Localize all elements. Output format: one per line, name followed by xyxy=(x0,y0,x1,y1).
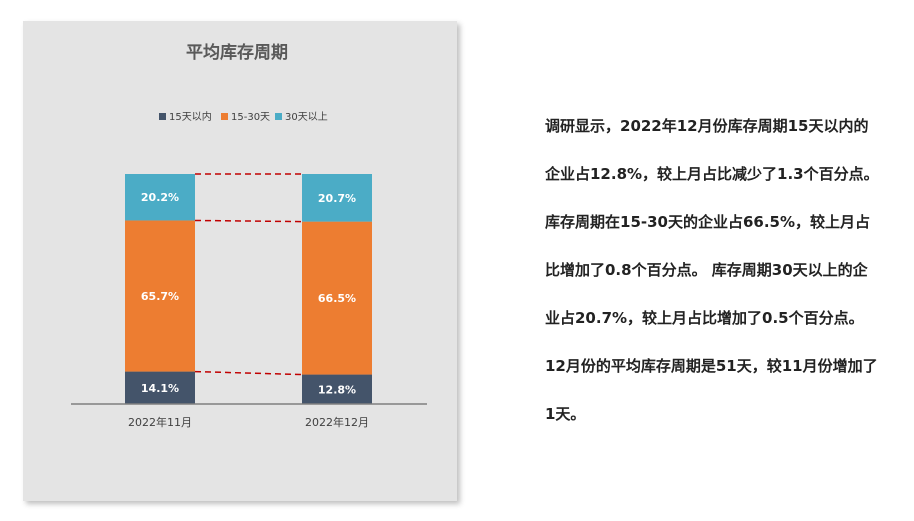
legend-label: 15天以内 xyxy=(169,110,212,123)
data-label: 65.7% xyxy=(141,290,179,303)
data-label: 12.8% xyxy=(318,383,356,396)
bar-segment xyxy=(302,374,372,404)
chart-title: 平均库存周期 xyxy=(186,42,288,63)
bar-segment xyxy=(302,174,372,222)
chart-panel: 平均库存周期 15天以内 15-30天 30天以上 14.1% 65.7% 20.2% 1… xyxy=(23,21,457,501)
paragraph-line: 企业占12.8%，较上月占比减少了1.3个百分点。 xyxy=(545,165,879,183)
legend-swatch xyxy=(159,113,166,120)
paragraph-line: 库存周期在15-30天的企业占66.5%，较上月占 xyxy=(545,213,871,231)
bars: 14.1% 65.7% 20.2% 12.8% 66.5% 20.7% xyxy=(125,174,372,404)
paragraph-line: 12月份的平均库存周期是51天，较11月份增加了 xyxy=(545,357,878,375)
paragraph-line: 调研显示，2022年12月份库存周期15天以内的 xyxy=(545,117,869,135)
paragraph-line: 业占20.7%，较上月占比增加了0.5个百分点。 xyxy=(545,309,864,327)
connector-line xyxy=(194,219,303,223)
category-label: 2022年11月 xyxy=(128,415,192,429)
bar-segment xyxy=(302,221,372,375)
legend: 15天以内 15-30天 30天以上 xyxy=(159,110,328,123)
data-label: 14.1% xyxy=(141,382,179,395)
category-label: 2022年12月 xyxy=(305,415,369,429)
stacked-bar-chart: 平均库存周期 15天以内 15-30天 30天以上 14.1%65.7%20.2%1… xyxy=(71,42,427,429)
bar-segment xyxy=(125,220,195,372)
legend-swatch xyxy=(275,113,282,120)
paragraph-line: 1天。 xyxy=(545,405,586,423)
connector-line xyxy=(194,370,303,376)
data-label: 20.7% xyxy=(318,192,356,205)
category-labels: 2022年11月 2022年12月 xyxy=(128,415,369,429)
legend-label: 30天以上 xyxy=(285,111,328,123)
analysis-paragraph: 调研显示，2022年12月份库存周期15天以内的 企业占12.8%，较上月占比减… xyxy=(545,113,905,449)
data-label: 20.2% xyxy=(141,191,179,204)
paragraph-line: 比增加了0.8个百分点。 库存周期30天以上的企 xyxy=(545,261,868,279)
data-label: 66.5% xyxy=(318,292,356,305)
connector-lines xyxy=(194,173,303,376)
legend-label: 15-30天 xyxy=(231,112,270,123)
bar-segment xyxy=(125,174,195,221)
legend-swatch xyxy=(221,113,228,120)
bar-segment xyxy=(125,371,195,404)
